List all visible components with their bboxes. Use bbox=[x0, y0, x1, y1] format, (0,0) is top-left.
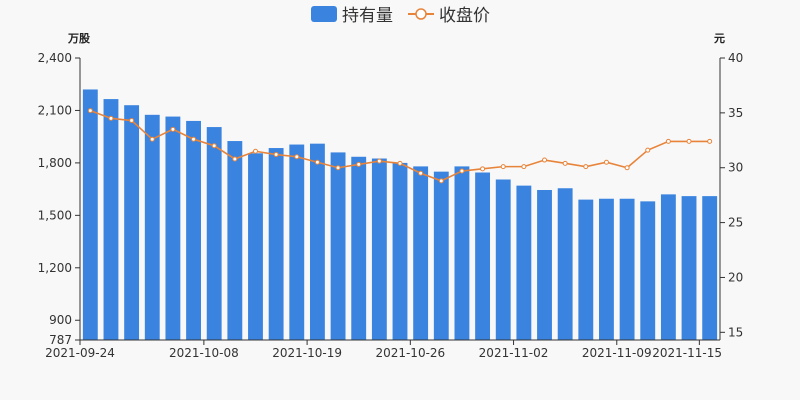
point-price[interactable] bbox=[686, 138, 692, 144]
left-axis-tick-label: 1,800 bbox=[38, 156, 72, 170]
bar-holdings[interactable] bbox=[268, 148, 284, 340]
point-price[interactable] bbox=[356, 161, 362, 167]
point-price[interactable] bbox=[314, 159, 320, 165]
bar-holdings[interactable] bbox=[248, 153, 263, 340]
bar-holdings[interactable] bbox=[660, 194, 676, 340]
left-axis-tick-label: 1,500 bbox=[38, 208, 72, 222]
bar-holdings[interactable] bbox=[206, 127, 222, 341]
point-price[interactable] bbox=[87, 108, 93, 114]
point-price[interactable] bbox=[252, 148, 258, 154]
bar-holdings[interactable] bbox=[433, 171, 449, 340]
point-price[interactable] bbox=[480, 166, 486, 172]
bar-holdings[interactable] bbox=[165, 116, 181, 340]
legend-marker-price[interactable] bbox=[415, 8, 427, 20]
point-price[interactable] bbox=[562, 160, 568, 166]
bar-holdings[interactable] bbox=[309, 143, 325, 340]
point-price[interactable] bbox=[583, 164, 589, 170]
bar-holdings[interactable] bbox=[103, 99, 119, 341]
point-price[interactable] bbox=[108, 115, 114, 121]
point-price[interactable] bbox=[376, 158, 382, 164]
point-price[interactable] bbox=[665, 138, 671, 144]
bar-holdings[interactable] bbox=[330, 152, 346, 340]
point-price[interactable] bbox=[170, 126, 176, 132]
left-axis-tick-label: 900 bbox=[49, 313, 72, 327]
bar-holdings[interactable] bbox=[144, 114, 160, 341]
legend[interactable]: 持有量 收盘价 bbox=[311, 6, 490, 26]
bar-holdings[interactable] bbox=[516, 185, 532, 340]
point-price[interactable] bbox=[521, 164, 527, 170]
point-price[interactable] bbox=[500, 164, 506, 170]
x-axis-tick-label: 2021-11-02 bbox=[479, 346, 549, 360]
right-axis-tick-label: 25 bbox=[728, 216, 743, 230]
legend-label-holdings[interactable]: 持有量 bbox=[342, 6, 393, 26]
left-axis-tick-label: 787 bbox=[49, 333, 72, 347]
point-price[interactable] bbox=[149, 136, 155, 142]
point-price[interactable] bbox=[273, 152, 279, 158]
bar-holdings[interactable] bbox=[557, 188, 573, 340]
left-axis-tick-label: 1,200 bbox=[38, 261, 72, 275]
right-axis-tick-label: 15 bbox=[728, 325, 743, 339]
x-axis-tick-label: 2021-11-15 bbox=[652, 346, 722, 360]
bar-holdings[interactable] bbox=[702, 196, 718, 340]
bar-holdings[interactable] bbox=[495, 179, 511, 340]
legend-label-price[interactable]: 收盘价 bbox=[439, 6, 490, 26]
bar-holdings[interactable] bbox=[371, 158, 387, 340]
point-price[interactable] bbox=[232, 156, 238, 162]
bar-holdings[interactable] bbox=[351, 156, 367, 340]
bar-holdings[interactable] bbox=[124, 105, 140, 340]
bar-holdings[interactable] bbox=[578, 199, 594, 340]
point-price[interactable] bbox=[129, 118, 135, 124]
left-axis-tick-label: 2,400 bbox=[38, 51, 72, 65]
right-axis-unit: 元 bbox=[714, 32, 725, 45]
x-axis-tick-label: 2021-10-08 bbox=[169, 346, 239, 360]
point-price[interactable] bbox=[624, 165, 630, 171]
point-price[interactable] bbox=[438, 178, 444, 184]
point-price[interactable] bbox=[418, 170, 424, 176]
bar-holdings[interactable] bbox=[454, 166, 470, 340]
bar-holdings[interactable] bbox=[537, 189, 552, 340]
bar-holdings[interactable] bbox=[619, 198, 635, 340]
bar-holdings[interactable] bbox=[227, 141, 243, 340]
bar-holdings[interactable] bbox=[392, 162, 408, 340]
bar-holdings[interactable] bbox=[82, 89, 98, 340]
point-price[interactable] bbox=[191, 136, 197, 142]
bar-holdings[interactable] bbox=[413, 166, 429, 340]
bar-holdings[interactable] bbox=[640, 201, 656, 340]
right-axis-tick-label: 30 bbox=[728, 161, 743, 175]
bar-holdings[interactable] bbox=[475, 172, 491, 340]
x-axis-tick-label: 2021-09-24 bbox=[45, 346, 115, 360]
right-axis-tick-label: 35 bbox=[728, 106, 743, 120]
left-axis-tick-label: 2,100 bbox=[38, 103, 72, 117]
x-axis-tick-label: 2021-10-19 bbox=[272, 346, 342, 360]
right-axis-tick-label: 20 bbox=[728, 270, 743, 284]
point-price[interactable] bbox=[294, 154, 300, 160]
x-axis-tick-label: 2021-10-26 bbox=[375, 346, 445, 360]
bar-holdings[interactable] bbox=[289, 144, 305, 340]
point-price[interactable] bbox=[645, 147, 651, 153]
left-axis-unit: 万股 bbox=[67, 32, 91, 45]
bar-holdings[interactable] bbox=[681, 196, 697, 340]
point-price[interactable] bbox=[707, 138, 713, 144]
point-price[interactable] bbox=[211, 143, 217, 149]
point-price[interactable] bbox=[397, 160, 403, 166]
point-price[interactable] bbox=[335, 165, 341, 171]
legend-swatch-holdings[interactable] bbox=[311, 6, 337, 22]
bar-holdings[interactable] bbox=[599, 198, 614, 340]
x-axis-tick-label: 2021-11-09 bbox=[582, 346, 652, 360]
right-axis-tick-label: 40 bbox=[728, 51, 743, 65]
point-price[interactable] bbox=[459, 168, 465, 174]
point-price[interactable] bbox=[542, 157, 548, 163]
point-price[interactable] bbox=[603, 159, 609, 165]
bar-holdings[interactable] bbox=[186, 120, 201, 340]
